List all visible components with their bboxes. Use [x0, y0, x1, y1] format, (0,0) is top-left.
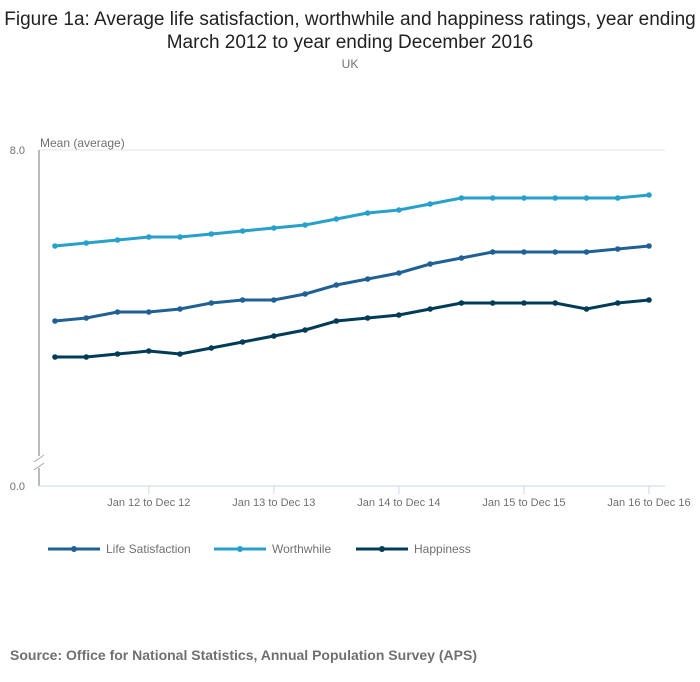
data-point[interactable] — [458, 255, 465, 261]
data-point[interactable] — [489, 195, 496, 201]
data-point[interactable] — [489, 300, 496, 306]
data-point[interactable] — [333, 318, 340, 324]
legend-label: Life Satisfaction — [106, 542, 191, 556]
data-point[interactable] — [583, 249, 590, 255]
y-tick-label: 0.0 — [10, 481, 25, 493]
data-point[interactable] — [614, 195, 621, 201]
series-line — [55, 298, 650, 359]
data-point[interactable] — [552, 195, 559, 201]
x-tick-label: Jan 16 to Dec 16 — [607, 497, 690, 509]
data-point[interactable] — [83, 240, 90, 246]
data-point[interactable] — [521, 300, 527, 306]
y-tick-label: 8.0 — [10, 145, 25, 157]
data-point[interactable] — [239, 339, 246, 345]
data-point[interactable] — [458, 300, 465, 306]
series-worthwhile — [52, 192, 652, 249]
legend-marker-icon — [379, 546, 385, 552]
series-life-satisfaction — [52, 243, 652, 324]
data-point[interactable] — [177, 351, 183, 357]
legend-item[interactable]: Worthwhile — [214, 542, 331, 556]
legend-marker-icon — [237, 546, 243, 552]
data-point[interactable] — [583, 195, 590, 201]
series-happiness — [52, 297, 652, 360]
data-point[interactable] — [271, 333, 277, 339]
data-point[interactable] — [552, 300, 559, 306]
data-point[interactable] — [302, 222, 308, 228]
data-point[interactable] — [646, 243, 652, 249]
data-point[interactable] — [114, 351, 121, 357]
series-line — [54, 244, 650, 323]
data-point[interactable] — [114, 309, 121, 315]
data-point[interactable] — [177, 306, 183, 312]
source-note: Source: Office for National Statistics, … — [10, 647, 477, 663]
legend-marker-icon — [71, 546, 77, 552]
x-tick-label: Jan 14 to Dec 14 — [357, 497, 440, 509]
data-point[interactable] — [145, 309, 152, 315]
data-point[interactable] — [239, 228, 246, 234]
data-point[interactable] — [83, 354, 90, 360]
data-point[interactable] — [396, 312, 402, 318]
data-point[interactable] — [646, 297, 652, 303]
x-tick-label: Jan 13 to Dec 13 — [232, 497, 315, 509]
data-point[interactable] — [364, 315, 371, 321]
legend-label: Happiness — [414, 542, 471, 556]
series-line — [54, 193, 650, 248]
data-point[interactable] — [614, 300, 621, 306]
data-point[interactable] — [552, 249, 559, 255]
data-point[interactable] — [396, 207, 402, 213]
data-point[interactable] — [239, 297, 246, 303]
data-point[interactable] — [208, 231, 215, 237]
data-point[interactable] — [114, 237, 121, 243]
data-point[interactable] — [427, 201, 433, 207]
data-point[interactable] — [646, 192, 652, 198]
data-point[interactable] — [427, 306, 433, 312]
chart-title: Figure 1a: Average life satisfaction, wo… — [4, 9, 696, 53]
data-point[interactable] — [364, 276, 371, 282]
data-point[interactable] — [364, 210, 371, 216]
data-point[interactable] — [83, 315, 90, 321]
chart-subtitle: UK — [341, 57, 359, 71]
data-point[interactable] — [52, 318, 58, 324]
x-tick-label: Jan 15 to Dec 15 — [482, 497, 565, 509]
data-point[interactable] — [271, 297, 277, 303]
legend-item[interactable]: Happiness — [356, 542, 471, 556]
data-point[interactable] — [302, 291, 308, 297]
data-point[interactable] — [333, 216, 340, 222]
legend-label: Worthwhile — [272, 542, 331, 556]
y-axis-label: Mean (average) — [40, 136, 125, 150]
data-point[interactable] — [271, 225, 277, 231]
data-point[interactable] — [52, 243, 58, 249]
data-point[interactable] — [489, 249, 496, 255]
data-point[interactable] — [145, 234, 152, 240]
data-point[interactable] — [458, 195, 465, 201]
data-point[interactable] — [333, 282, 340, 288]
legend-item[interactable]: Life Satisfaction — [48, 542, 191, 556]
data-point[interactable] — [177, 234, 183, 240]
x-tick-label: Jan 12 to Dec 12 — [107, 497, 190, 509]
data-point[interactable] — [521, 249, 527, 255]
data-point[interactable] — [52, 354, 58, 360]
data-point[interactable] — [427, 261, 433, 267]
data-point[interactable] — [614, 246, 621, 252]
data-point[interactable] — [521, 195, 527, 201]
data-point[interactable] — [145, 348, 152, 354]
data-point[interactable] — [583, 306, 590, 312]
data-point[interactable] — [396, 270, 402, 276]
axis-break-icon — [33, 454, 45, 471]
data-point[interactable] — [302, 327, 308, 333]
data-point[interactable] — [208, 300, 215, 306]
data-point[interactable] — [208, 345, 215, 351]
